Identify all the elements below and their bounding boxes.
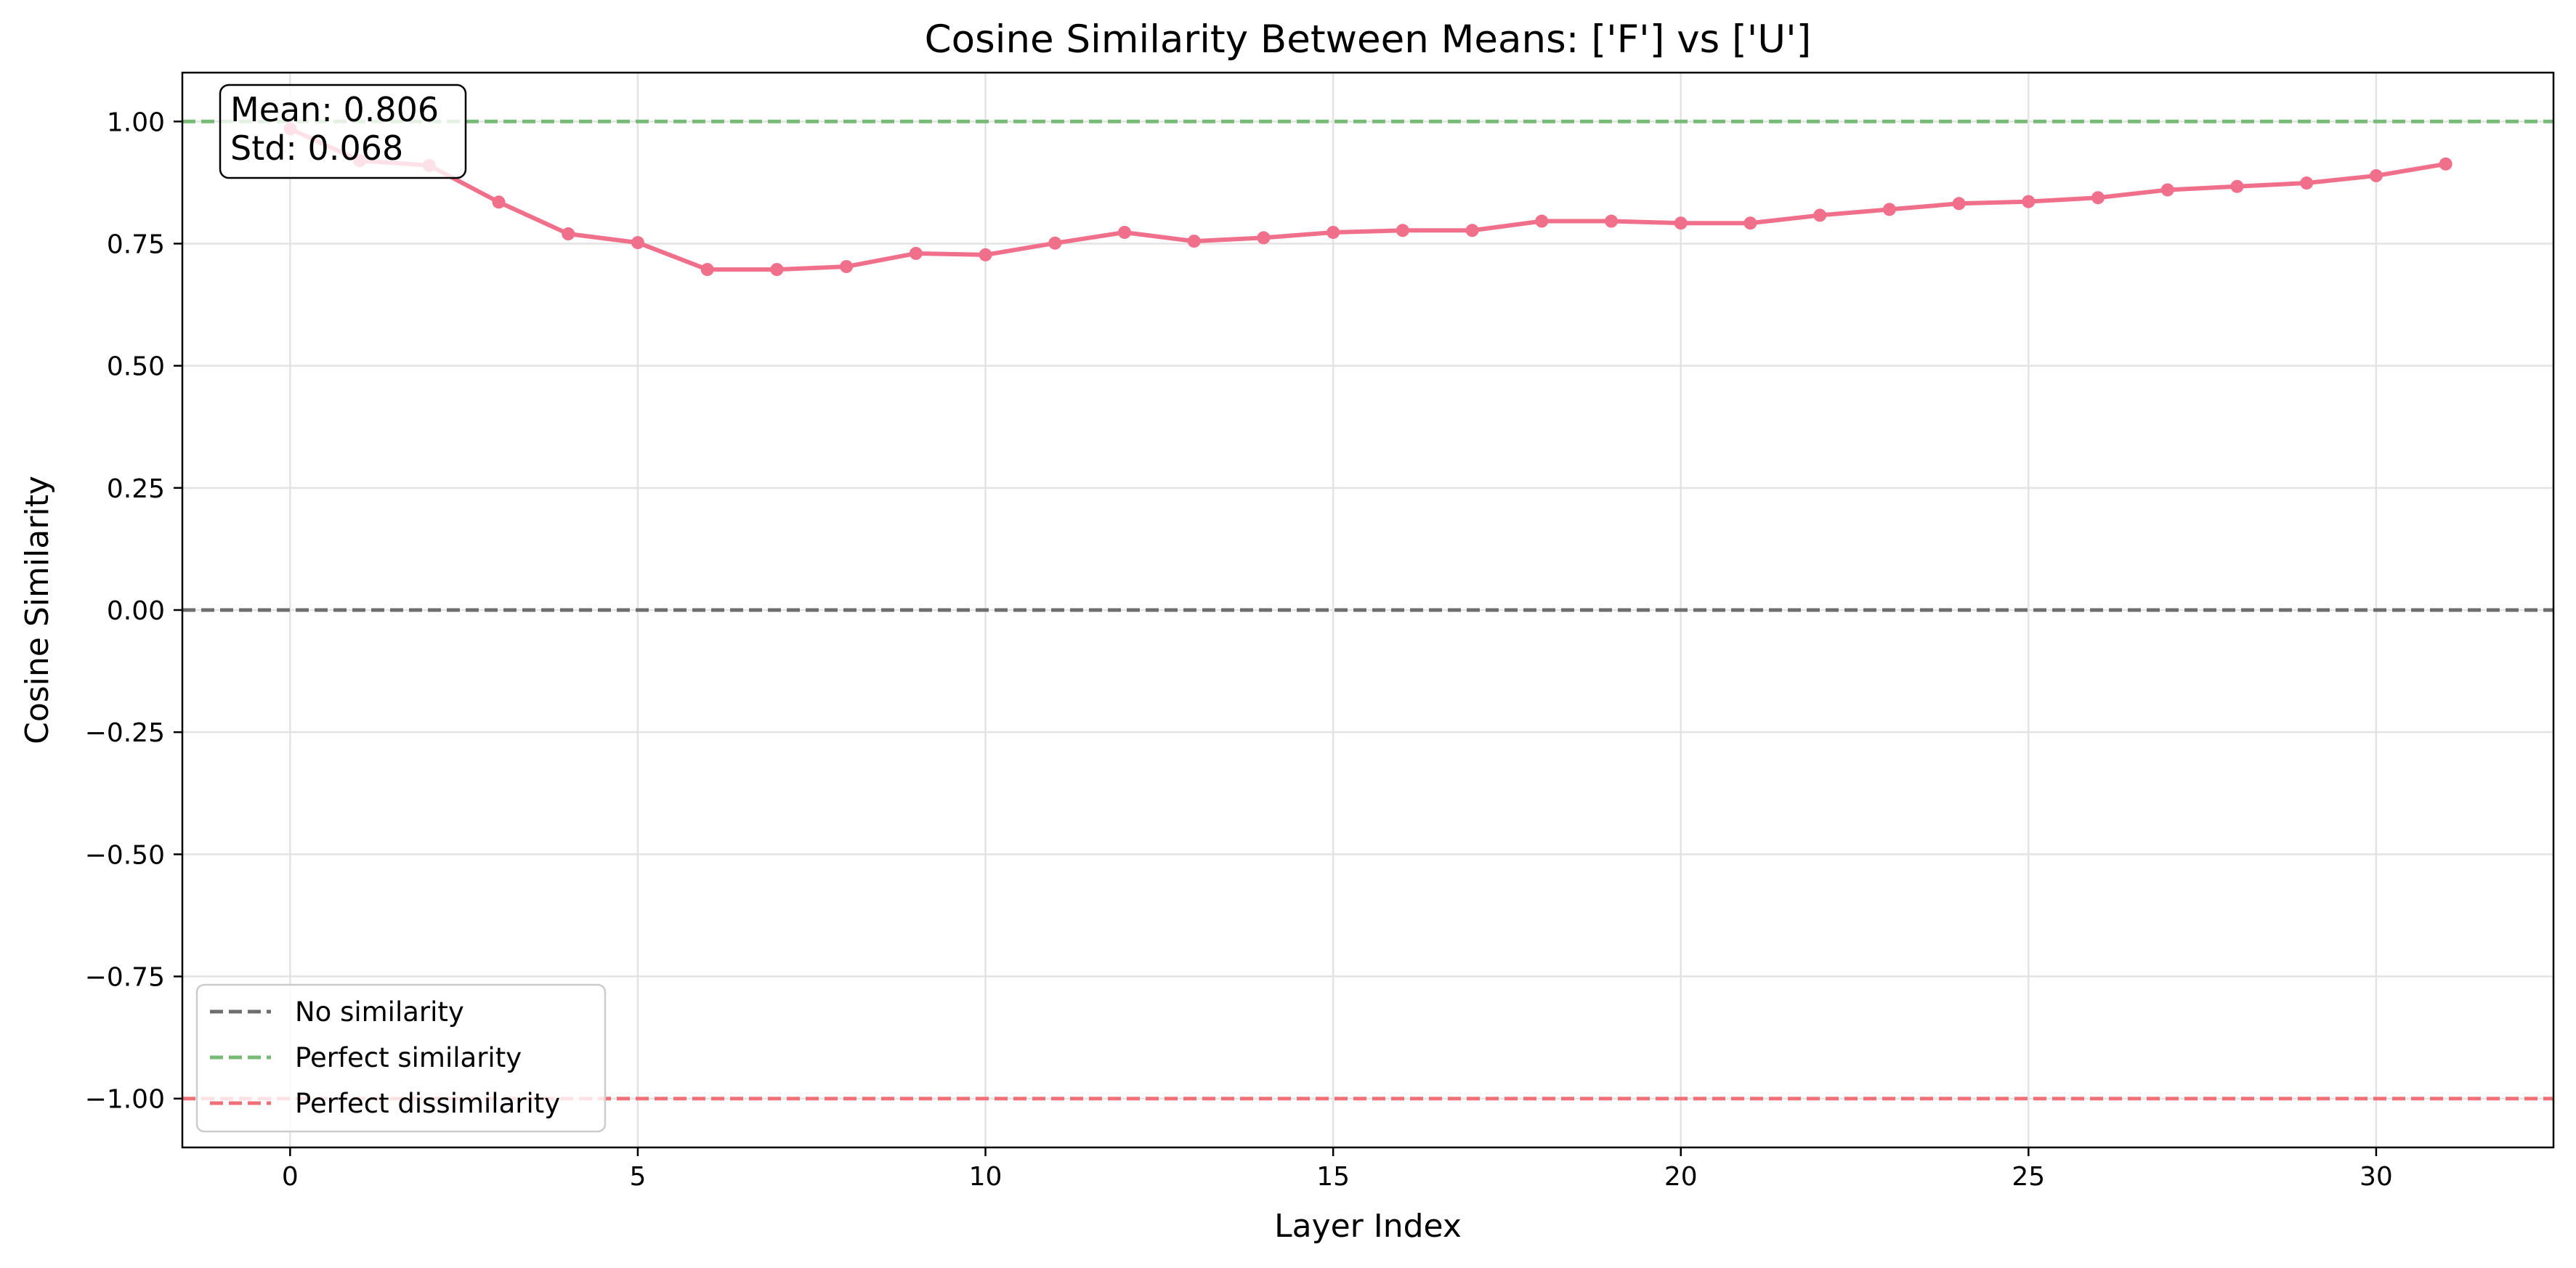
data-point <box>1396 224 1409 237</box>
stats-annotation: Mean: 0.806 Std: 0.068 <box>219 84 467 179</box>
y-tick-label: 0.50 <box>107 352 165 382</box>
stats-mean: Mean: 0.806 <box>230 90 439 129</box>
y-tick-label: −1.00 <box>85 1085 165 1115</box>
data-point <box>770 263 784 277</box>
y-tick-label: −0.75 <box>85 963 165 993</box>
data-point <box>1048 236 1062 250</box>
chart-title: Cosine Similarity Between Means: ['F'] v… <box>925 17 1812 62</box>
data-point <box>1674 216 1688 230</box>
legend-label-perfect-similarity: Perfect similarity <box>295 1042 522 1073</box>
reference-lines <box>182 119 2553 1101</box>
y-axis-label: Cosine Similarity <box>19 476 56 744</box>
data-point <box>2300 176 2314 190</box>
data-point <box>2439 157 2453 171</box>
y-tick-label: −0.50 <box>85 840 165 870</box>
series-line <box>289 126 2447 272</box>
x-tick-label: 0 <box>282 1162 299 1192</box>
data-point <box>1743 216 1757 230</box>
data-point <box>909 246 923 260</box>
data-point <box>700 263 714 277</box>
legend-label-perfect-dissimilarity: Perfect dissimilarity <box>295 1088 560 1119</box>
y-tick-label: 1.00 <box>107 107 165 137</box>
stats-std: Std: 0.068 <box>230 129 403 168</box>
data-point <box>979 248 992 261</box>
data-point <box>1117 225 1131 239</box>
data-point <box>2091 191 2105 205</box>
data-point <box>1257 231 1271 245</box>
x-tick-label: 5 <box>630 1162 647 1192</box>
y-tick-label: 0.25 <box>107 474 165 504</box>
data-point <box>1813 208 1827 222</box>
x-axis-ticks: 0 5 10 15 20 25 30 <box>282 1147 2393 1192</box>
data-point <box>2160 183 2174 197</box>
legend: No similarity Perfect similarity Perfect… <box>195 983 607 1133</box>
x-tick-label: 20 <box>1664 1162 1698 1192</box>
x-tick-label: 25 <box>2012 1162 2045 1192</box>
data-point <box>840 260 854 274</box>
data-point <box>1952 197 1966 211</box>
data-point <box>2230 179 2244 193</box>
data-point <box>1535 214 1549 228</box>
legend-label-no-similarity: No similarity <box>295 996 464 1028</box>
data-point <box>1605 214 1619 228</box>
x-axis-label: Layer Index <box>1274 1208 1462 1245</box>
data-point <box>631 236 644 250</box>
x-tick-label: 10 <box>969 1162 1003 1192</box>
x-tick-label: 30 <box>2360 1162 2393 1192</box>
data-point <box>1882 203 1896 216</box>
stats-box <box>219 84 467 179</box>
data-point <box>2022 195 2036 208</box>
y-tick-label: −0.25 <box>85 718 165 748</box>
x-tick-label: 15 <box>1316 1162 1350 1192</box>
data-point <box>1465 224 1479 237</box>
data-point <box>1187 235 1201 248</box>
legend-box <box>195 983 607 1133</box>
data-point <box>562 227 575 240</box>
y-tick-label: 0.75 <box>107 229 165 259</box>
y-tick-label: 0.00 <box>107 596 165 626</box>
data-point <box>2369 168 2383 182</box>
data-point <box>1327 225 1340 239</box>
data-point <box>492 195 506 209</box>
y-axis-ticks: −1.00 −0.75 −0.50 −0.25 0.00 0.25 0.50 0.75 1.00 <box>85 107 182 1115</box>
